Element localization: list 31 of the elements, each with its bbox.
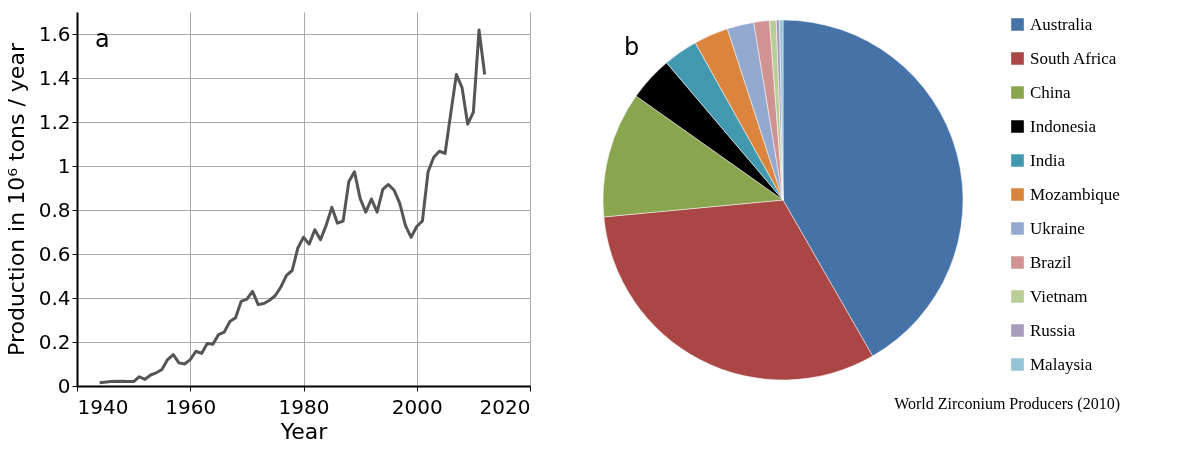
line-series xyxy=(98,28,487,385)
legend-label: China xyxy=(1030,82,1072,102)
legend-label: Brazil xyxy=(1030,252,1072,272)
y-tick-label: 1.4 xyxy=(38,65,71,90)
y-tick-label: 0 xyxy=(57,373,71,398)
y-tick-label: 0.6 xyxy=(38,241,71,266)
legend-label: India xyxy=(1030,150,1066,170)
x-tick-label: 1980 xyxy=(278,394,330,419)
y-tick-label: 0.8 xyxy=(38,197,71,222)
annotation: a xyxy=(95,25,110,53)
x-tick-label: 1960 xyxy=(165,394,217,419)
legend-label: Malaysia xyxy=(1030,354,1093,374)
y-tick-label: 1 xyxy=(57,153,71,178)
y-tick-label: 1.6 xyxy=(38,21,71,46)
x-tick-label: 2020 xyxy=(479,394,531,419)
x-axis-title: Year xyxy=(279,418,329,444)
legend-label: Mozambique xyxy=(1030,184,1120,204)
y-axis-title: Production in 10⁶ tons / year xyxy=(3,42,29,356)
y-tick-label: 1.2 xyxy=(38,109,71,134)
legend-label: Indonesia xyxy=(1030,116,1097,136)
text: b xyxy=(624,33,640,61)
y-tick-label: 0.4 xyxy=(38,285,71,310)
x-tick-label: 1940 xyxy=(77,394,129,419)
legend-label: South Africa xyxy=(1030,48,1117,68)
y-tick-label: 0.2 xyxy=(38,329,71,354)
legend-label: Australia xyxy=(1030,14,1093,34)
legend-label: Ukraine xyxy=(1030,218,1085,238)
legend-label: Vietnam xyxy=(1030,286,1088,306)
legend-label: Russia xyxy=(1030,320,1076,340)
text: World Zirconium Producers (2010) xyxy=(894,395,1120,413)
x-tick-label: 2000 xyxy=(391,394,443,419)
